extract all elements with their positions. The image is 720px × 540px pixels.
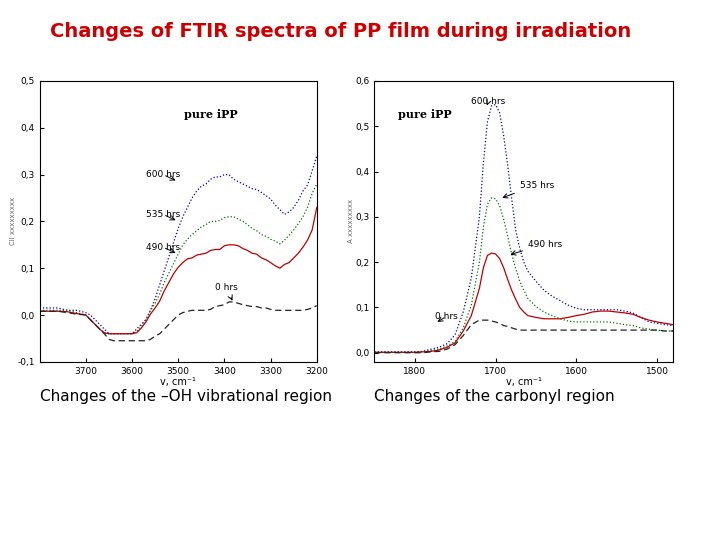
X-axis label: v, cm⁻¹: v, cm⁻¹: [506, 377, 541, 387]
Text: pure iPP: pure iPP: [398, 109, 452, 120]
Text: 0 hrs: 0 hrs: [435, 312, 458, 321]
Text: 600 hrs: 600 hrs: [472, 97, 505, 106]
X-axis label: v, cm⁻¹: v, cm⁻¹: [161, 377, 196, 387]
Text: Changes of the carbonyl region: Changes of the carbonyl region: [374, 389, 615, 404]
Y-axis label: CII xxxxxxxxx: CII xxxxxxxxx: [10, 197, 16, 246]
Text: 0 hrs: 0 hrs: [215, 284, 238, 300]
Text: 535 hrs: 535 hrs: [503, 181, 554, 198]
Text: pure iPP: pure iPP: [184, 109, 238, 120]
Text: 490 hrs: 490 hrs: [146, 242, 180, 253]
Text: Changes of the –OH vibrational region: Changes of the –OH vibrational region: [40, 389, 332, 404]
Text: 535 hrs: 535 hrs: [146, 210, 180, 220]
Text: 600 hrs: 600 hrs: [146, 170, 180, 180]
Text: Changes of FTIR spectra of PP film during irradiation: Changes of FTIR spectra of PP film durin…: [50, 22, 631, 40]
Y-axis label: A xxxxxxxxx: A xxxxxxxxx: [348, 199, 354, 244]
Text: 490 hrs: 490 hrs: [511, 240, 562, 255]
